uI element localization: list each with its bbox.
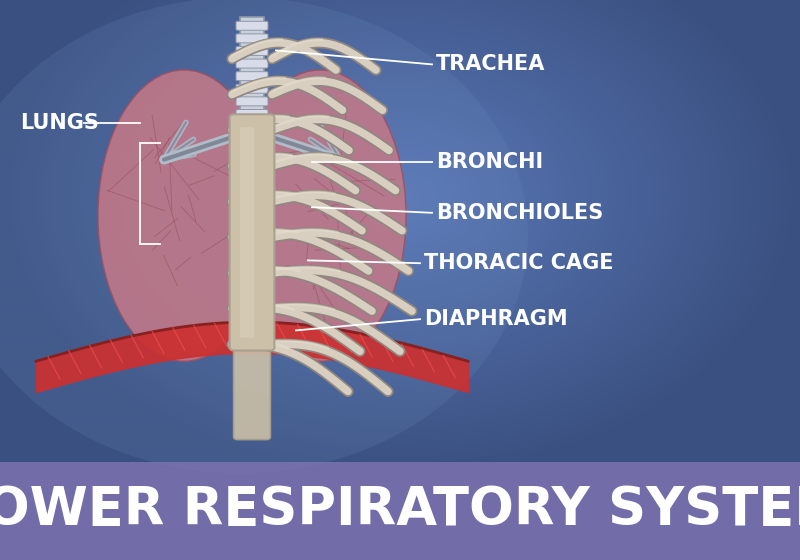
FancyBboxPatch shape (240, 127, 254, 338)
Text: BRONCHI: BRONCHI (436, 152, 543, 172)
FancyBboxPatch shape (236, 84, 268, 94)
Text: LUNGS: LUNGS (20, 113, 99, 133)
Text: LOWER RESPIRATORY SYSTEM: LOWER RESPIRATORY SYSTEM (0, 484, 800, 535)
FancyBboxPatch shape (230, 114, 274, 351)
FancyBboxPatch shape (236, 97, 268, 106)
FancyBboxPatch shape (236, 72, 268, 81)
Ellipse shape (234, 70, 406, 361)
FancyBboxPatch shape (236, 122, 268, 131)
Text: TRACHEA: TRACHEA (436, 54, 546, 74)
FancyBboxPatch shape (236, 46, 268, 55)
Bar (240, 17, 264, 134)
FancyBboxPatch shape (236, 59, 268, 68)
FancyBboxPatch shape (236, 110, 268, 119)
Bar (0, 462, 800, 560)
Text: DIAPHRAGM: DIAPHRAGM (424, 309, 568, 329)
Ellipse shape (0, 0, 528, 473)
FancyBboxPatch shape (236, 34, 268, 43)
Text: THORACIC CAGE: THORACIC CAGE (424, 253, 614, 273)
FancyBboxPatch shape (236, 21, 268, 30)
Ellipse shape (98, 70, 270, 361)
Text: BRONCHIOLES: BRONCHIOLES (436, 203, 603, 223)
FancyBboxPatch shape (234, 339, 270, 440)
